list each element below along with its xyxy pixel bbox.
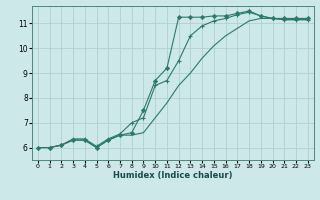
X-axis label: Humidex (Indice chaleur): Humidex (Indice chaleur) — [113, 171, 233, 180]
